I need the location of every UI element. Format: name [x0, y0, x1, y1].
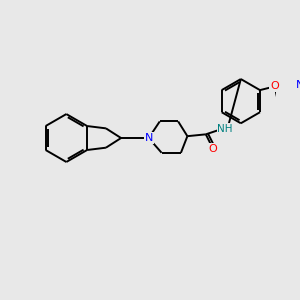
- Text: O: O: [209, 144, 218, 154]
- Text: NH: NH: [218, 124, 233, 134]
- Text: N: N: [145, 133, 153, 143]
- Text: N: N: [296, 80, 300, 90]
- Text: O: O: [270, 81, 279, 92]
